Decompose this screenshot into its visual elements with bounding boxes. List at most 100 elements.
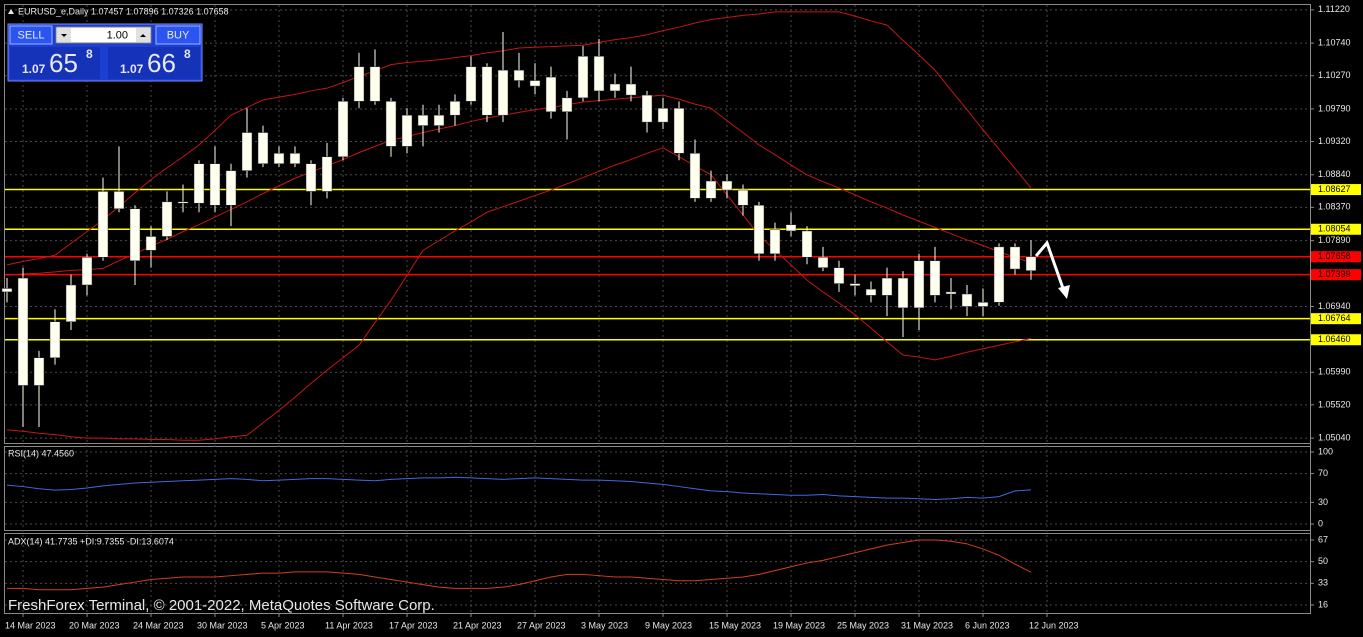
candle-body [241,132,253,171]
candle-body [337,101,349,158]
candle-body [113,191,125,210]
ask-box[interactable] [108,47,200,79]
candle-body [273,153,285,164]
candle-body [209,163,221,206]
candle-body [449,101,461,116]
y-tick-label: 1.10740 [1318,37,1351,47]
volume-input[interactable] [55,26,152,44]
y-tick-label: 100 [1318,446,1333,456]
x-tick-label: 6 Jun 2023 [965,620,1010,630]
bollinger-band [6,94,1032,276]
level-label-bg [1311,313,1361,325]
sell-button[interactable] [9,25,53,45]
candle-body [881,277,893,296]
candle-body [417,114,429,126]
arrow-head [1058,285,1070,299]
x-tick-label: 11 Apr 2023 [325,620,373,630]
candle-body [1025,256,1037,271]
level-label-bg [1311,334,1361,346]
candle-body [305,163,317,192]
candle-body [145,236,157,251]
level-label-bg [1311,269,1361,281]
bollinger-band [6,11,1032,266]
candle-body [321,156,333,192]
x-tick-label: 25 May 2023 [837,620,889,630]
x-tick-label: 14 Mar 2023 [5,620,56,630]
y-tick-label: 16 [1318,599,1328,609]
y-tick-label: 1.05520 [1318,399,1351,409]
candle-body [817,257,829,268]
x-tick-label: 3 May 2023 [581,620,628,630]
candle-body [705,180,717,199]
candle-body [721,180,733,191]
candle-body [81,257,93,286]
candle-body [865,288,877,296]
y-tick-label: 1.08370 [1318,202,1351,212]
candle-body [481,66,493,116]
candle-body [433,114,445,126]
y-tick-label: 1.09320 [1318,136,1351,146]
y-tick-label: 50 [1318,556,1328,566]
candle-body [641,94,653,123]
buy-label[interactable]: BUY [167,29,190,41]
candle-body [129,208,141,261]
candle-body [401,114,413,147]
candle-body [849,283,861,286]
y-tick-label: 1.05990 [1318,367,1351,377]
candle-body [737,189,749,206]
x-tick-label: 5 Apr 2023 [261,620,305,630]
candle-body [993,246,1005,303]
x-tick-label: 21 Apr 2023 [453,620,502,630]
y-tick-label: 1.09790 [1318,103,1351,113]
candle-body [497,69,509,116]
down-icon [61,34,67,37]
bid-big: 65 [49,48,78,78]
level-label: 1.06460 [1318,334,1351,344]
x-tick-label: 30 Mar 2023 [197,620,248,630]
candle-body [33,357,45,386]
level-label-bg [1311,223,1361,235]
candle-body [769,229,781,255]
level-label-bg [1311,184,1361,196]
candle-body [929,260,941,296]
candle-body [1009,246,1021,270]
ask-small: 8 [184,47,191,61]
candle-body [833,267,845,284]
candle-body [193,163,205,204]
sell-label[interactable]: SELL [18,29,45,41]
forecast-arrow [1034,240,1067,295]
y-tick-label: 1.11220 [1318,4,1350,14]
adx-title: ADX(14) 41.7735 +DI:9.7355 -DI:13.6074 [8,536,174,546]
y-tick-label: 30 [1318,497,1328,507]
level-label: 1.06764 [1318,313,1351,323]
x-tick-label: 19 May 2023 [773,620,825,630]
candle-body [753,205,765,255]
indicator-line [7,539,1032,591]
candle-body [689,153,701,199]
rsi-title: RSI(14) 47.4560 [8,448,74,458]
candle-body [257,132,269,164]
candle-body [785,224,797,232]
bid-box[interactable] [10,47,100,79]
candle-body [977,302,989,307]
candle-body [161,201,173,237]
candle-body [673,108,685,154]
y-tick-label: 33 [1318,578,1328,588]
bollinger-band [6,147,1032,441]
candle-body [97,191,109,258]
candle-body [897,277,909,309]
x-tick-label: 15 May 2023 [709,620,761,630]
volume-value[interactable]: 1.00 [107,29,128,41]
bid-small: 8 [86,47,93,61]
buy-button[interactable] [155,25,201,45]
y-tick-label: 1.06940 [1318,301,1351,311]
candle-body [609,83,621,92]
x-tick-label: 12 Jun 2023 [1029,620,1079,630]
candle-body [65,284,77,322]
x-tick-label: 27 Apr 2023 [517,620,566,630]
bid-prefix: 1.07 [22,62,46,76]
candle-body [625,83,637,96]
y-tick-label: 1.05040 [1318,433,1351,443]
collapse-icon[interactable] [8,9,14,14]
